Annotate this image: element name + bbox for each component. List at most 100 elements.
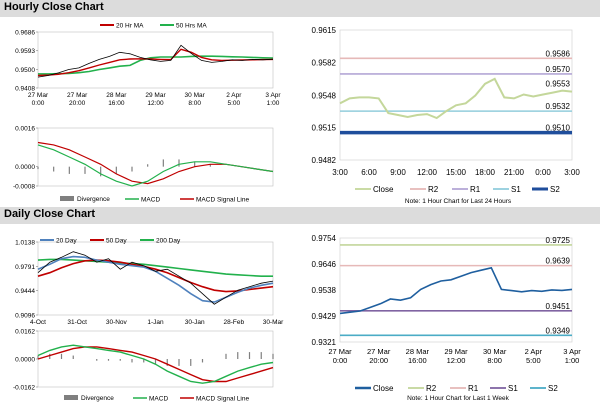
daily-price-ytick-label: 1.0138 (15, 240, 35, 247)
daily-pivot-ytick-label: 0.9646 (312, 260, 337, 269)
daily-legend-20d-label: 20 Day (56, 238, 77, 245)
daily-pivot-xtick-label: 29 Mar (444, 347, 468, 356)
daily-pivot-xtick-label: 1:00 (565, 356, 580, 365)
daily-pivot-ytick-label: 0.9429 (312, 312, 337, 321)
daily-price-xtick-label: 31-Oct (67, 319, 87, 326)
hourly-price-xtick-label: 27 Mar (67, 92, 88, 99)
hourly-price-xtick-label: 16:00 (108, 100, 125, 107)
daily-macd-ytick-label: 0.0000 (15, 357, 35, 364)
daily-macd-ytick-label: -0.0162 (13, 385, 35, 392)
daily-50d-ma-line (37, 259, 274, 293)
hourly-pivot-close-line (339, 77, 573, 120)
daily-legend-divergence-label: Divergence (81, 395, 114, 402)
hourly-pivot-ytick-label: 0.9582 (312, 58, 337, 67)
daily-pivot-ytick-label: 0.9538 (312, 286, 337, 295)
hourly-pivot-s1-label: 0.9532 (546, 102, 571, 111)
daily-pivot-note: Note: 1 Hour Chart for Last 1 Week (407, 395, 510, 402)
daily-macd-ytick-label: 0.0162 (15, 329, 35, 336)
hourly-pivot-legend-s1-label: S1 (511, 185, 521, 194)
hourly-pivot-note: Note: 1 Hour Chart for Last 24 Hours (405, 198, 512, 205)
daily-pivot-r2-label: 0.9725 (546, 236, 571, 245)
hourly-pivot-ytick-label: 0.9482 (312, 156, 337, 165)
hourly-pivot-close-annotation: 0.9553 (546, 80, 571, 89)
hourly-macd-signal-line (37, 141, 274, 185)
daily-pivot-legend-r1-label: R1 (468, 384, 479, 393)
hourly-legend-macd-label: MACD (141, 197, 160, 204)
hourly-header: Hourly Close Chart (0, 0, 600, 17)
daily-pivot-legend-s2-label: S2 (548, 384, 558, 393)
daily-price-ytick-label: 0.9096 (15, 313, 35, 320)
hourly-price-xtick-label: 29 Mar (145, 92, 166, 99)
daily-pivot-frame (339, 237, 573, 343)
hourly-close-line (37, 44, 274, 78)
hourly-price-xtick-label: 12:00 (147, 100, 164, 107)
daily-macd-signal-line (37, 346, 274, 383)
daily-price-ytick-label: 0.9444 (15, 288, 35, 295)
daily-pivot-s1-label: 0.9451 (546, 302, 571, 311)
daily-legend-200d-label: 200 Day (156, 238, 181, 245)
daily-close-line (37, 251, 274, 305)
daily-pivot-xtick-label: 27 Mar (367, 347, 391, 356)
daily-title: Daily Close Chart (4, 208, 96, 220)
daily-pivot-xtick-label: 30 Mar (483, 347, 507, 356)
daily-pivot-legend-r2-label: R2 (426, 384, 437, 393)
daily-pivot-xtick-label: 2 Apr (525, 347, 543, 356)
hourly-macd-ytick-label: 0.0016 (15, 126, 35, 133)
hourly-price-xtick-label: 8:00 (188, 100, 201, 107)
daily-price-xtick-label: 30-Mar (263, 319, 284, 326)
hourly-pivot-xtick-label: 12:00 (417, 168, 438, 177)
daily-pivot-xtick-label: 3 Apr (563, 347, 581, 356)
hourly-price-ytick-label: 0.9500 (15, 67, 35, 74)
hourly-price-xtick-label: 20:00 (69, 100, 86, 107)
daily-price-xtick-label: 28-Feb (224, 319, 245, 326)
daily-pivot-ytick-label: 0.9321 (312, 338, 337, 347)
daily-pivot-close-line (339, 266, 573, 315)
daily-price-xtick-label: 30-Nov (106, 319, 128, 326)
hourly-pivot-ytick-label: 0.9615 (312, 26, 337, 35)
hourly-pivot-ytick-label: 0.9515 (312, 124, 337, 133)
hourly-macd-line (37, 144, 274, 187)
hourly-price-xtick-label: 30 Mar (185, 92, 206, 99)
hourly-title: Hourly Close Chart (4, 1, 104, 13)
daily-pivot-xtick-label: 5:00 (526, 356, 541, 365)
hourly-50hr-ma-line (38, 55, 274, 75)
daily-macd-line (37, 344, 274, 384)
hourly-price-ytick-label: 0.9686 (15, 30, 35, 37)
hourly-legend-divergence-swatch (60, 196, 74, 201)
hourly-price-xtick-label: 5:00 (228, 100, 241, 107)
hourly-pivot-frame (339, 29, 573, 161)
hourly-macd-ytick-label: 0.0000 (15, 164, 35, 171)
hourly-pivot-xtick-label: 21:00 (504, 168, 525, 177)
daily-price-xtick-label: 4-Oct (30, 319, 46, 326)
daily-pivot-xtick-label: 0:00 (333, 356, 348, 365)
hourly-pivot-r1-label: 0.9570 (546, 65, 571, 74)
hourly-price-xtick-label: 27 Mar (28, 92, 49, 99)
hourly-price-ytick-label: 0.9408 (15, 86, 35, 93)
hourly-pivot-legend-close-label: Close (373, 185, 394, 194)
daily-header: Daily Close Chart (0, 207, 600, 224)
daily-price-frame (37, 241, 274, 316)
daily-pivot-xtick-label: 20:00 (369, 356, 388, 365)
hourly-legend-signal-label: MACD Signal Line (196, 197, 249, 204)
hourly-legend-20hr-label: 20 Hr MA (116, 23, 144, 30)
daily-price-xtick-label: 30-Jan (185, 319, 205, 326)
daily-pivot-xtick-label: 27 Mar (328, 347, 352, 356)
hourly-pivot-legend-r2-label: R2 (428, 185, 439, 194)
hourly-price-xtick-label: 1:00 (267, 100, 280, 107)
hourly-pivot-xtick-label: 18:00 (475, 168, 496, 177)
hourly-macd-ytick-label: -0.0008 (13, 184, 35, 191)
hourly-legend-50hr-label: 50 Hrs MA (176, 23, 207, 30)
daily-legend-50d-label: 50 Day (106, 238, 127, 245)
daily-pivot-ytick-label: 0.9754 (312, 234, 337, 243)
daily-legend-divergence-swatch (64, 395, 78, 400)
daily-legend-macd-label: MACD (149, 396, 168, 403)
hourly-pivot-legend-s2-label: S2 (550, 185, 560, 194)
hourly-legend-divergence-label: Divergence (77, 196, 110, 203)
hourly-pivot-xtick-label: 9:00 (390, 168, 406, 177)
hourly-price-xtick-label: 3 Apr (265, 92, 281, 99)
daily-pivot-xtick-label: 16:00 (408, 356, 427, 365)
hourly-pivot-s2-label: 0.9510 (546, 124, 571, 133)
hourly-pivot-ytick-label: 0.9548 (312, 91, 337, 100)
hourly-pivot-xtick-label: 15:00 (446, 168, 467, 177)
